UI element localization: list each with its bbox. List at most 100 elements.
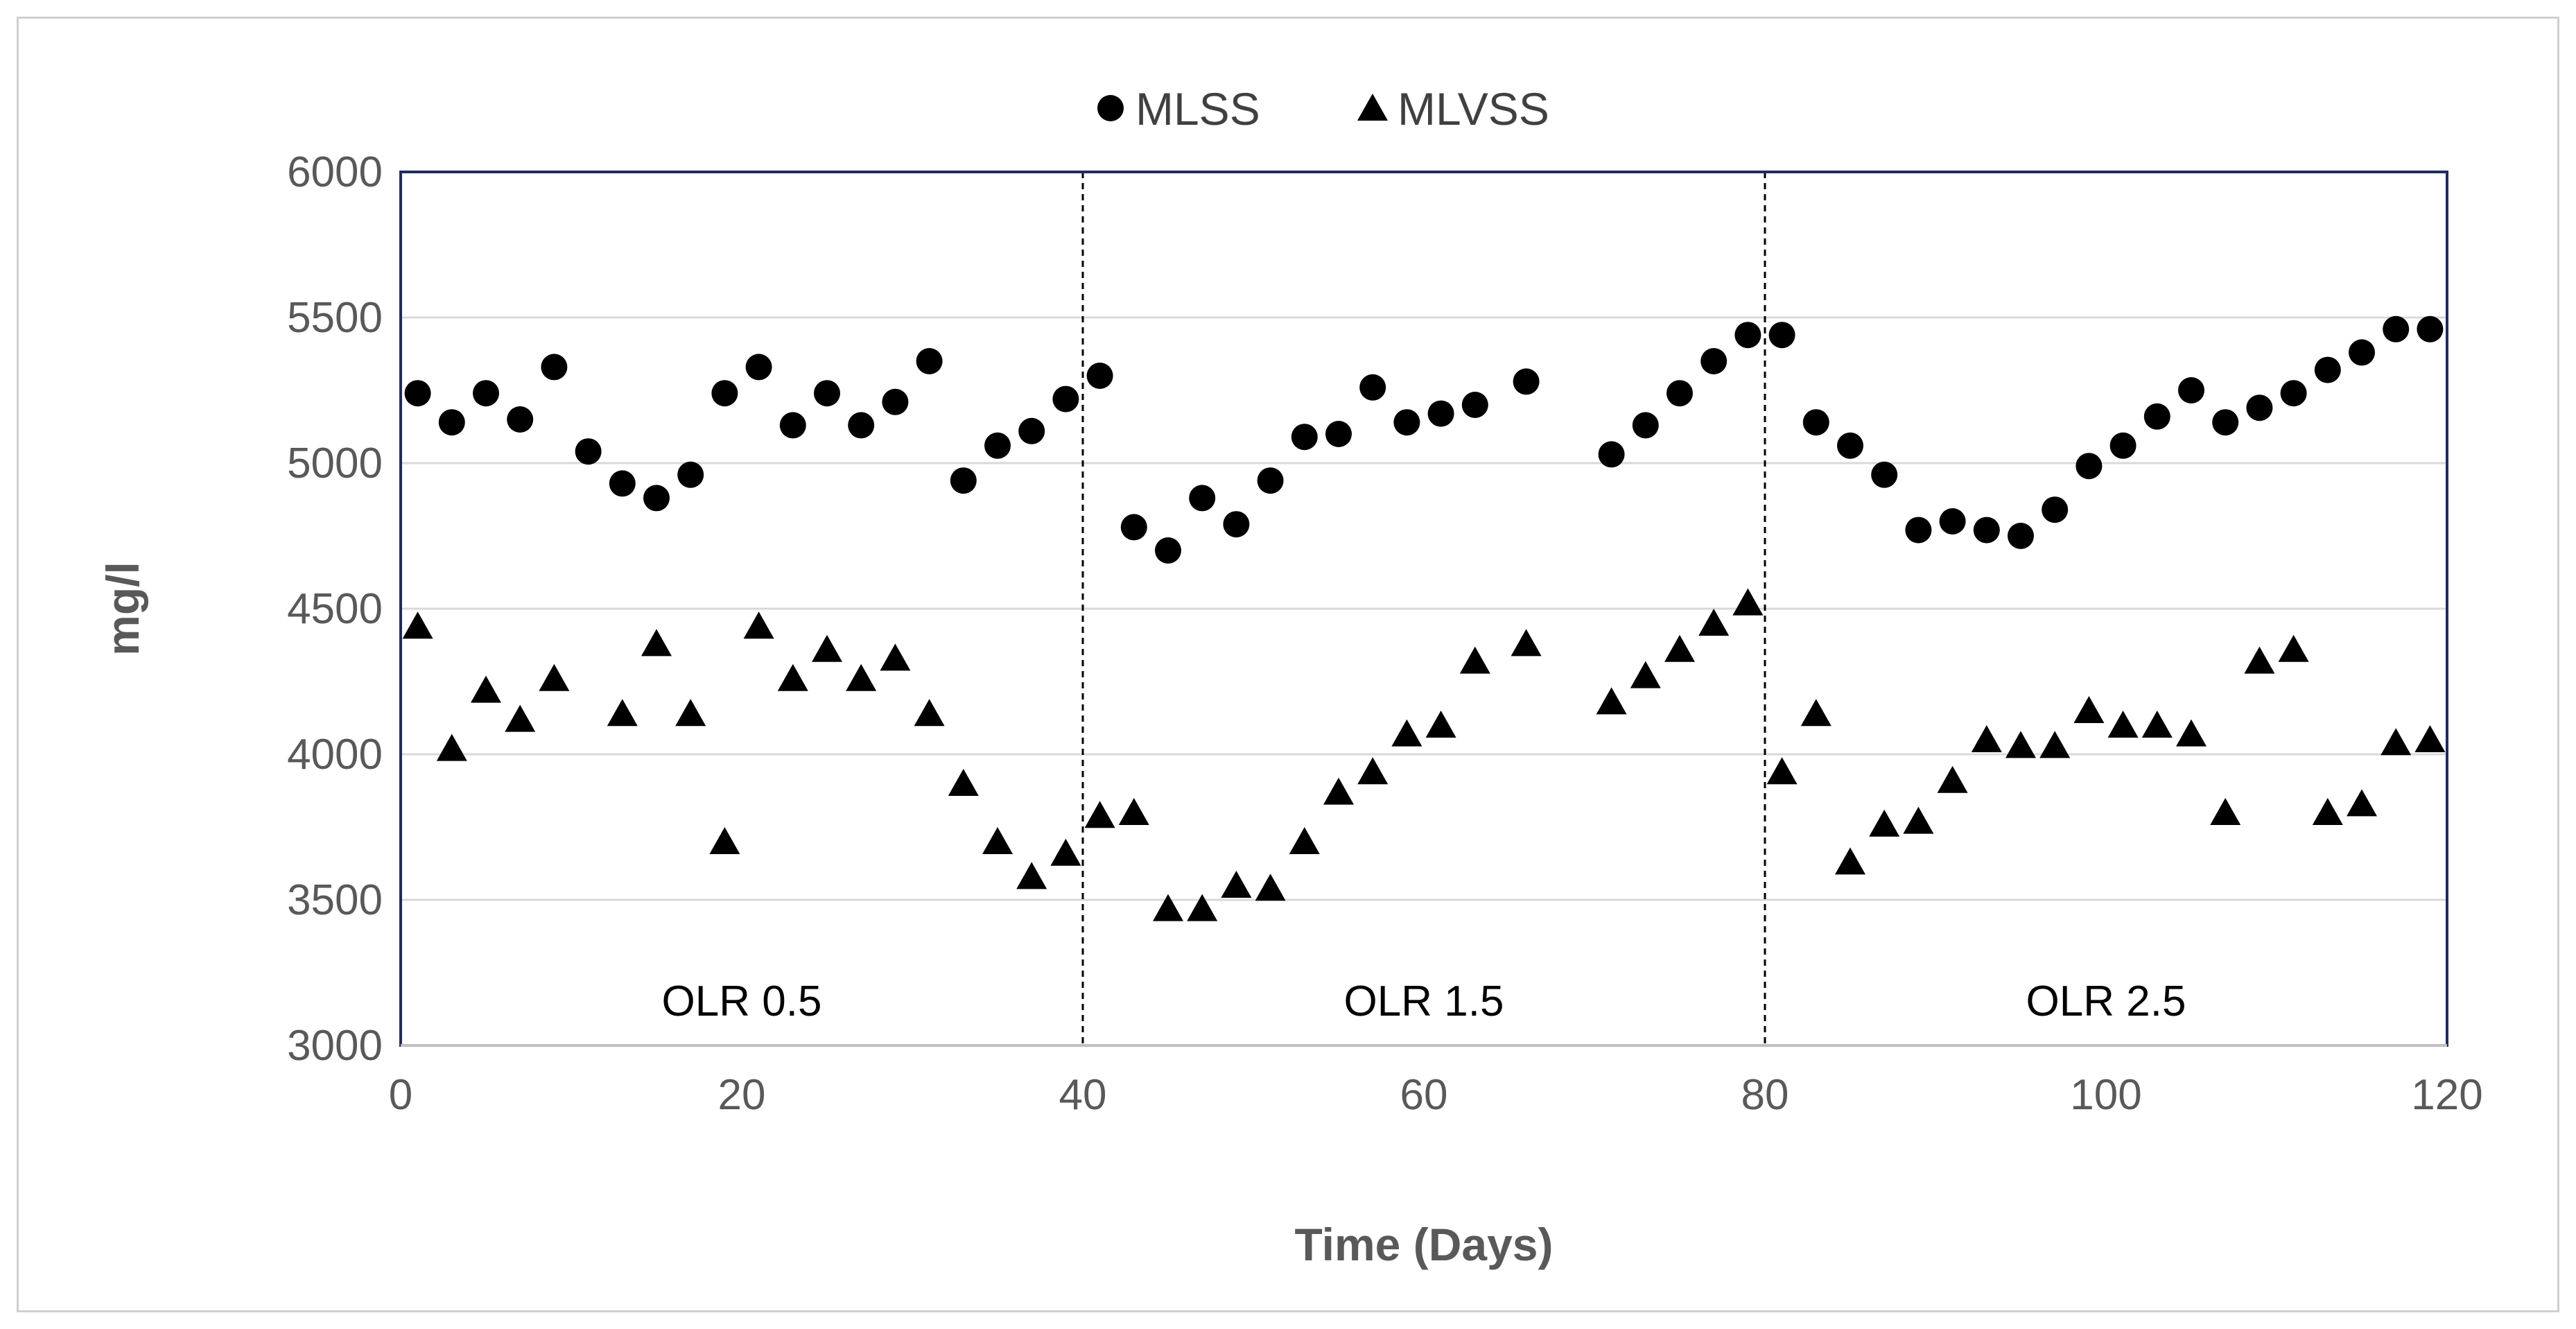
mlss-point bbox=[1086, 363, 1113, 389]
mlvss-point bbox=[743, 611, 774, 639]
mlss-point bbox=[2349, 339, 2375, 366]
y-tick-label: 6000 bbox=[287, 148, 383, 196]
data-points bbox=[402, 315, 2446, 921]
mlss-point bbox=[745, 354, 772, 381]
y-tick-label: 5000 bbox=[287, 440, 383, 487]
mlvss-point bbox=[1630, 661, 1661, 688]
mlvss-point bbox=[846, 663, 877, 691]
mlss-point bbox=[1802, 409, 1829, 436]
mlvss-point bbox=[1511, 629, 1542, 657]
mlvss-point bbox=[1459, 646, 1490, 674]
mlss-point bbox=[507, 406, 534, 433]
y-tick-label: 5500 bbox=[287, 294, 383, 342]
mlss-point bbox=[1734, 322, 1761, 349]
mlvss-point bbox=[2381, 728, 2412, 756]
mlvss-point bbox=[505, 704, 536, 732]
mlvss-point bbox=[709, 827, 740, 854]
mlss-point bbox=[541, 354, 568, 381]
x-tick-label: 60 bbox=[1400, 1071, 1448, 1119]
mlvss-point bbox=[675, 699, 706, 727]
mlvss-point bbox=[402, 611, 433, 639]
y-tick-label: 3000 bbox=[287, 1022, 383, 1070]
legend-marker-mlss bbox=[1097, 95, 1124, 121]
mlvss-point bbox=[1835, 847, 1865, 875]
mlss-point bbox=[882, 388, 909, 415]
mlvss-point bbox=[1050, 838, 1081, 866]
mlvss-point bbox=[1971, 725, 2002, 752]
mlss-point bbox=[404, 380, 431, 407]
mlvss-point bbox=[2210, 798, 2241, 825]
mlss-point bbox=[711, 380, 738, 407]
mlvss-point bbox=[1800, 699, 1831, 727]
region-labels: OLR 0.5 OLR 1.5 OLR 2.5 bbox=[662, 978, 2186, 1025]
mlvss-point bbox=[880, 643, 911, 671]
mlvss-point bbox=[914, 699, 945, 727]
x-tick-label: 40 bbox=[1059, 1071, 1107, 1119]
mlss-point bbox=[1189, 485, 1216, 512]
mlvss-point bbox=[1118, 798, 1149, 825]
mlvss-point bbox=[1357, 757, 1389, 785]
x-tick-label: 100 bbox=[2070, 1071, 2141, 1119]
x-tick-label: 0 bbox=[389, 1071, 412, 1119]
mlss-point bbox=[2246, 394, 2273, 422]
mlvss-point bbox=[1255, 874, 1286, 901]
mlvss-point bbox=[607, 699, 638, 727]
mlss-point bbox=[1598, 441, 1625, 468]
mlvss-point bbox=[1221, 871, 1252, 898]
mlvss-point bbox=[2312, 798, 2343, 825]
mlvss-point bbox=[2073, 696, 2105, 723]
mlss-point bbox=[1871, 461, 1898, 488]
mlvss-point bbox=[436, 733, 467, 761]
mlss-point bbox=[950, 467, 977, 494]
mlvss-point bbox=[2414, 725, 2446, 752]
mlss-point bbox=[1291, 424, 1318, 451]
mlss-point bbox=[643, 485, 670, 512]
mlss-point bbox=[814, 380, 840, 407]
y-tick-label: 4500 bbox=[287, 585, 383, 633]
mlvss-point bbox=[2347, 789, 2377, 817]
mlvss-point bbox=[1289, 827, 1320, 854]
legend-label-mlss: MLSS bbox=[1135, 83, 1260, 134]
mlvss-point bbox=[1187, 894, 1218, 921]
mlss-point bbox=[984, 432, 1011, 459]
mlss-point bbox=[2008, 523, 2034, 549]
mlvss-point bbox=[1153, 894, 1183, 921]
mlvss-point bbox=[1664, 634, 1695, 662]
mlss-point bbox=[2109, 432, 2136, 459]
mlvss-point bbox=[777, 663, 808, 691]
mlvss-point bbox=[539, 663, 570, 691]
mlss-point bbox=[1120, 514, 1147, 541]
mlss-point bbox=[575, 438, 602, 465]
mlss-point bbox=[1939, 508, 1966, 535]
legend-marker-mlvss bbox=[1357, 94, 1388, 121]
mlvss-point bbox=[2244, 646, 2275, 674]
mlvss-point bbox=[1698, 609, 1730, 636]
y-axis-title: mg/l bbox=[97, 562, 148, 656]
region-label: OLR 1.5 bbox=[1344, 978, 1504, 1025]
mlss-point bbox=[2143, 403, 2170, 430]
mlvss-point bbox=[2039, 731, 2071, 758]
mlvss-point bbox=[1425, 711, 1456, 738]
mlss-point bbox=[1666, 380, 1693, 407]
mlss-point bbox=[1837, 432, 1863, 459]
region-label: OLR 0.5 bbox=[662, 978, 822, 1025]
mlss-point bbox=[1257, 467, 1284, 494]
mlss-point bbox=[1155, 537, 1181, 564]
y-tick-label: 4000 bbox=[287, 731, 383, 779]
mlss-point bbox=[1632, 412, 1659, 439]
legend: MLSS MLVSS bbox=[1097, 83, 1549, 134]
mlvss-point bbox=[1323, 777, 1354, 805]
mlss-point bbox=[916, 348, 943, 374]
mlss-point bbox=[677, 461, 704, 488]
mlvss-point bbox=[1016, 862, 1047, 889]
mlss-point bbox=[609, 470, 636, 497]
mlss-point bbox=[1393, 409, 1420, 436]
mlss-point bbox=[2042, 496, 2069, 523]
mlss-point bbox=[473, 380, 499, 407]
mlss-point bbox=[779, 412, 806, 439]
mlss-point bbox=[2314, 356, 2341, 383]
mlss-point bbox=[2280, 380, 2307, 407]
mlss-point bbox=[1223, 511, 1250, 538]
mlvss-point bbox=[1869, 809, 1900, 837]
